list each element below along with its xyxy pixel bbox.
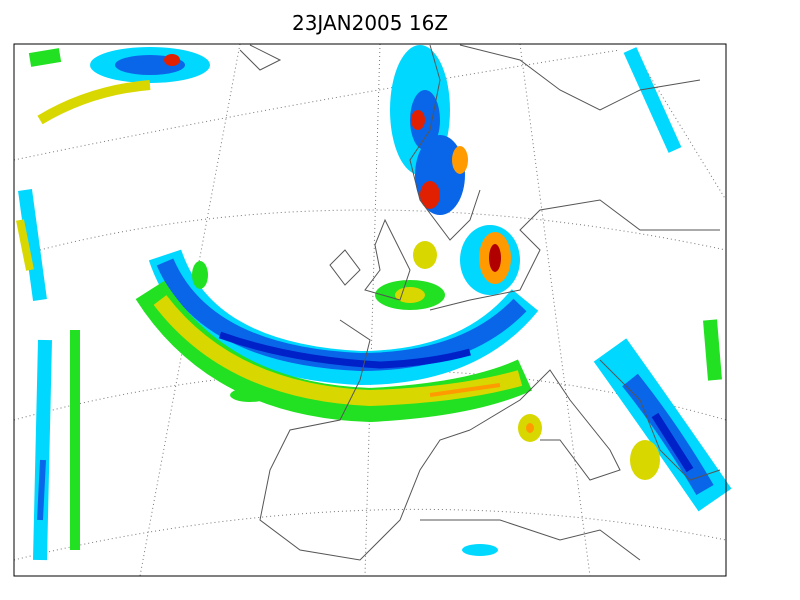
map-title: 23JAN2005 16Z <box>292 11 448 35</box>
coastlines <box>239 44 721 561</box>
graticule <box>13 43 727 577</box>
precipitation-field <box>16 45 732 561</box>
map-frame <box>13 43 727 577</box>
